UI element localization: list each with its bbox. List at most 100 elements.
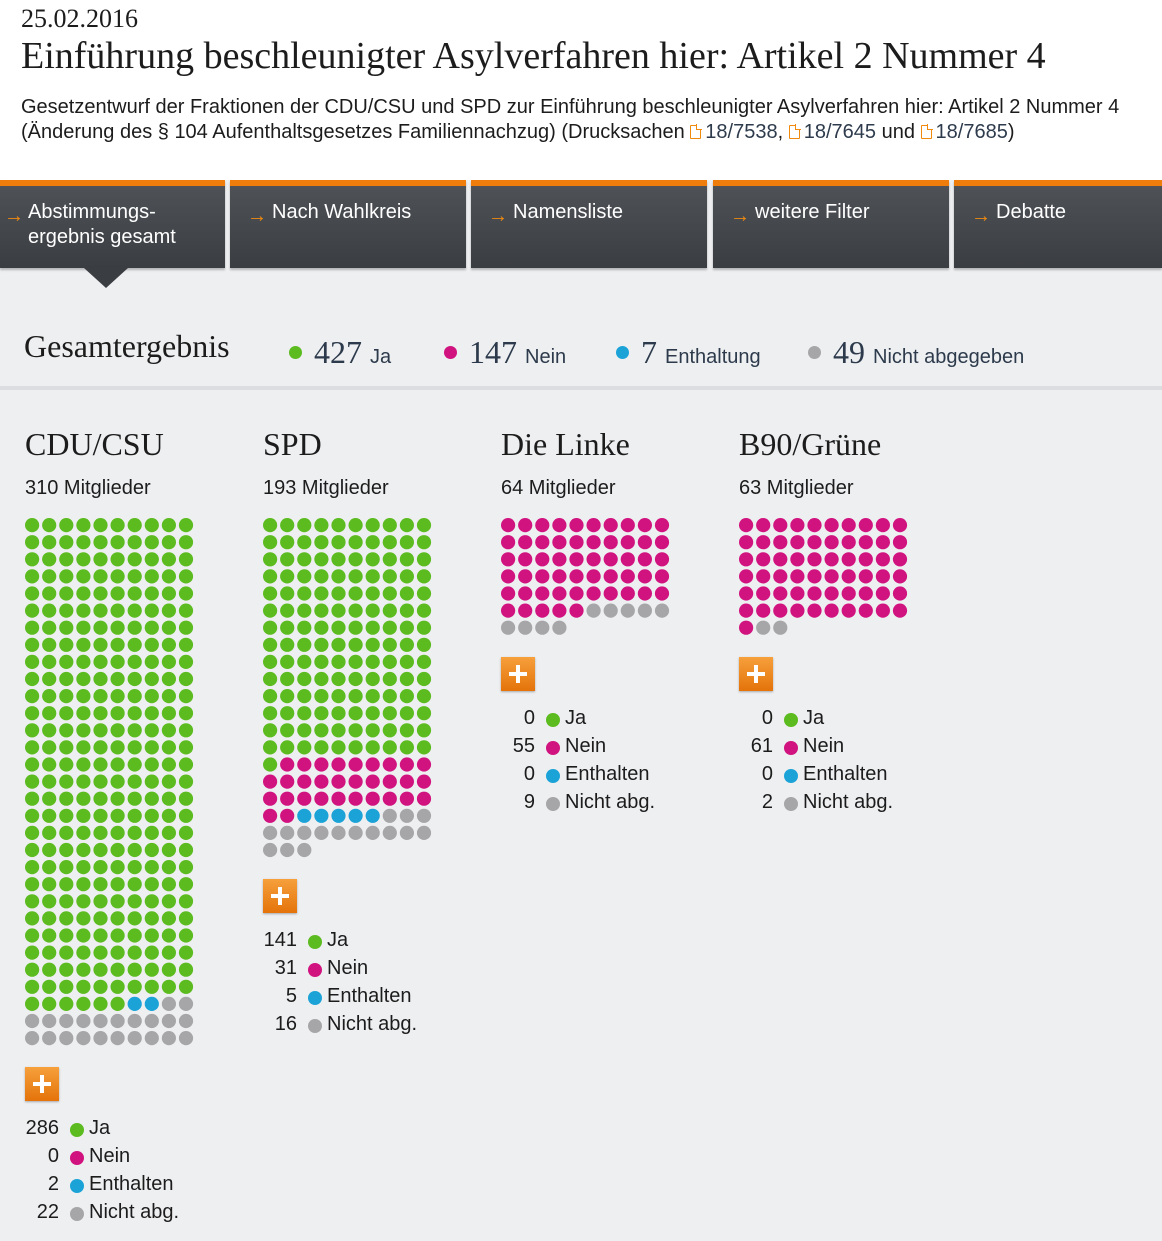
- member-dot-nein: [331, 774, 346, 789]
- member-dot-ja: [127, 706, 142, 721]
- member-dot-ja: [110, 979, 125, 994]
- member-dot-nein: [739, 603, 754, 618]
- vote-label-nein: Nein: [89, 1145, 131, 1168]
- member-dot-ja: [25, 569, 40, 584]
- member-dot-ja: [127, 979, 142, 994]
- member-dot-nein: [637, 535, 652, 550]
- vote-count-nicht: 9: [523, 790, 535, 813]
- tab-nach-wahlkreis[interactable]: → Nach Wahlkreis: [230, 180, 466, 268]
- member-dot-nein: [535, 603, 550, 618]
- member-dot-ja: [178, 791, 194, 806]
- member-dot-ja: [25, 877, 40, 892]
- vote-count-nicht: 2: [761, 790, 773, 813]
- vote-count-nicht: 22: [36, 1201, 59, 1224]
- member-dot-nicht: [263, 825, 278, 840]
- enthaltung-dot-icon: [616, 346, 629, 359]
- nicht-dot-icon: [308, 1019, 322, 1033]
- member-dot-nein: [756, 603, 771, 618]
- member-dot-ja: [348, 603, 363, 618]
- expand-party-button[interactable]: [263, 879, 297, 913]
- member-dot-ja: [93, 945, 108, 960]
- member-dot-ja: [25, 671, 40, 687]
- member-dot-ja: [25, 757, 40, 772]
- member-dot-ja: [348, 689, 363, 704]
- member-dot-ja: [144, 603, 159, 618]
- document-link-2[interactable]: 18/7645: [788, 121, 876, 143]
- member-dot-ja: [76, 945, 91, 960]
- member-dot-ja: [76, 774, 91, 789]
- member-dot-nein: [365, 774, 380, 789]
- member-dot-nein: [280, 757, 295, 772]
- member-dot-ja: [365, 740, 380, 755]
- member-dot-ja: [42, 569, 57, 584]
- member-dot-ja: [93, 979, 108, 994]
- member-dot-ja: [42, 842, 57, 858]
- member-dot-ja: [144, 518, 159, 533]
- member-dot-nicht: [314, 825, 329, 840]
- member-dot-ja: [127, 603, 142, 618]
- tab-debatte[interactable]: → Debatte: [954, 180, 1162, 268]
- member-dot-nicht: [178, 1031, 194, 1046]
- member-dot-ja: [25, 911, 40, 926]
- vote-label-enthalten: Enthalten: [565, 762, 650, 785]
- party-name: B90/Grüne: [739, 426, 882, 462]
- member-dot-nicht: [603, 603, 618, 618]
- expand-party-button[interactable]: [739, 656, 773, 691]
- document-link-1[interactable]: 18/7538: [690, 121, 778, 143]
- tab-weitere-filter[interactable]: → weitere Filter: [713, 180, 949, 268]
- member-dot-nein: [314, 757, 329, 772]
- member-dot-nein: [603, 586, 618, 601]
- overall-enthaltung-count: 7: [641, 334, 657, 370]
- member-dot-nein: [586, 518, 601, 533]
- legend-row-nicht: 9 Nicht abg.: [501, 791, 721, 819]
- member-dot-nicht: [42, 1013, 57, 1029]
- member-dot-ja: [25, 945, 40, 960]
- member-dot-nicht: [399, 825, 414, 840]
- member-dot-ja: [127, 740, 142, 755]
- party-member-count: 193 Mitglieder: [263, 477, 389, 499]
- member-dot-nein: [280, 791, 295, 806]
- member-dot-nein: [654, 552, 670, 567]
- document-link-3[interactable]: 18/7685: [920, 121, 1008, 143]
- member-dot-nicht: [382, 808, 397, 823]
- member-dot-ja: [280, 723, 295, 738]
- member-dot-nicht: [518, 620, 533, 635]
- member-dot-ja: [178, 945, 194, 960]
- member-dot-nicht: [144, 1013, 159, 1029]
- expand-party-button[interactable]: [501, 656, 535, 691]
- member-dot-nicht: [127, 1013, 142, 1029]
- member-dot-ja: [416, 689, 432, 704]
- member-dot-ja: [25, 774, 40, 789]
- legend-row-ja: 0 Ja: [501, 707, 721, 735]
- member-dot-ja: [93, 894, 108, 909]
- member-dot-ja: [382, 586, 397, 601]
- member-dot-ja: [399, 535, 414, 550]
- member-dot-nein: [569, 586, 584, 601]
- legend-row-nein: 55 Nein: [501, 735, 721, 763]
- member-dot-ja: [110, 928, 125, 943]
- expand-party-button[interactable]: [25, 1067, 59, 1102]
- legend-row-ja: 0 Ja: [739, 707, 959, 735]
- member-dot-ja: [127, 842, 142, 858]
- member-dot-ja: [161, 877, 176, 892]
- member-dot-ja: [127, 774, 142, 789]
- member-dot-ja: [297, 518, 312, 533]
- tab-namensliste[interactable]: → Namensliste: [471, 180, 707, 268]
- member-dot-nein: [603, 535, 618, 550]
- document-icon: [920, 124, 933, 139]
- member-dot-ja: [331, 706, 346, 721]
- member-dot-ja: [59, 637, 74, 652]
- page-title: Einführung beschleunigter Asylverfahren …: [21, 35, 1046, 77]
- member-dot-ja: [263, 620, 278, 635]
- tab-abstimmungsergebnis-gesamt[interactable]: → Abstimmungs- ergebnis gesamt: [0, 180, 225, 288]
- member-dot-nein: [807, 586, 822, 601]
- member-dot-ja: [178, 842, 194, 858]
- ja-dot-icon: [289, 346, 302, 359]
- header: 25.02.2016 Einführung beschleunigter Asy…: [0, 0, 1162, 180]
- member-dot-nicht: [161, 1013, 176, 1029]
- member-dot-nicht: [42, 1031, 57, 1046]
- member-dot-nein: [756, 586, 771, 601]
- member-dot-ja: [93, 757, 108, 772]
- member-dot-ja: [161, 706, 176, 721]
- member-dot-nein: [858, 586, 873, 601]
